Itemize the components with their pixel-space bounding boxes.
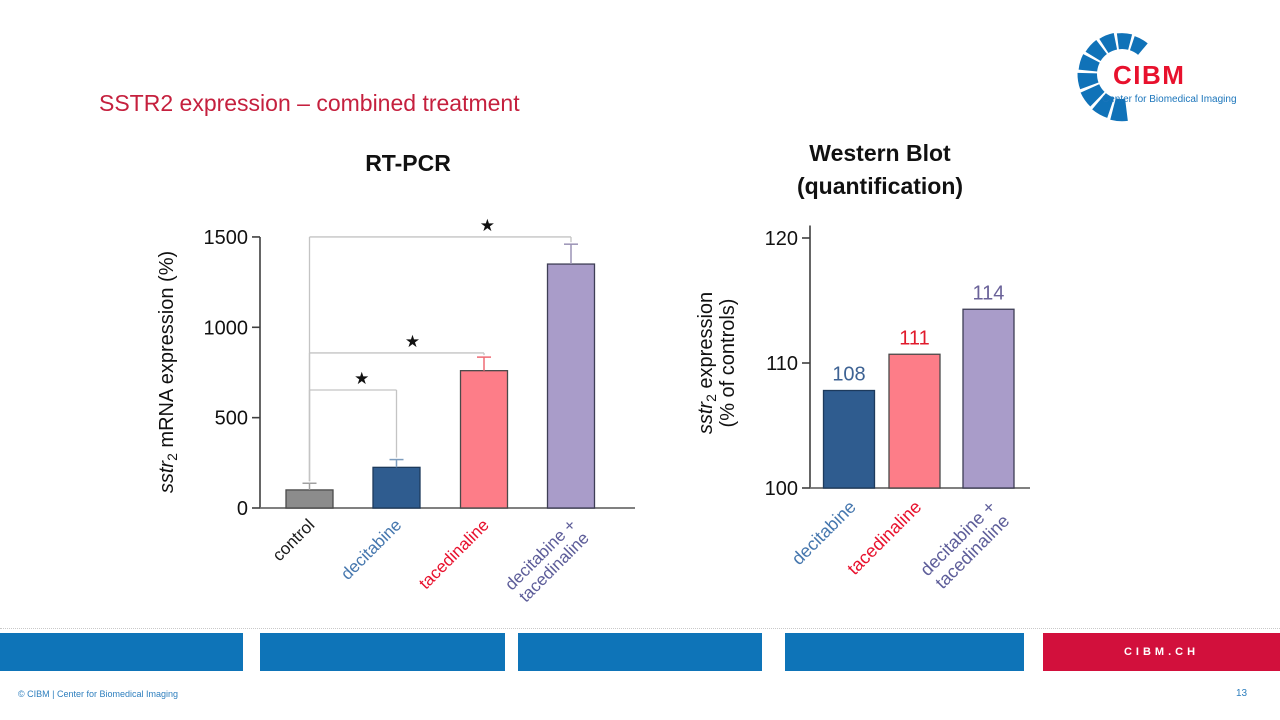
category-label: control <box>269 515 319 565</box>
cibm-logo-fan-icon <box>1077 33 1148 122</box>
footer-bar <box>518 633 762 671</box>
bar <box>459 370 509 509</box>
cibm-logo: CIBM Center for Biomedical Imaging <box>1077 33 1237 122</box>
y-tick-label: 110 <box>766 353 798 375</box>
logo-fan-segment <box>1078 54 1100 72</box>
y-axis-label: sstr2 expression <box>695 292 719 434</box>
logo-fan-segment <box>1116 33 1133 50</box>
footer-bar <box>0 633 243 671</box>
y-tick-label: 1000 <box>204 317 249 339</box>
y-tick-label: 100 <box>765 478 798 500</box>
category-label: tacedinaline <box>415 515 493 593</box>
bar <box>546 263 596 509</box>
rtpcr-chart-title: RT-PCR <box>365 150 451 176</box>
footer-bar <box>785 633 1024 671</box>
y-tick-label: 0 <box>237 498 248 520</box>
cibm-ch-label: CIBM.CH <box>1123 646 1200 658</box>
significance-star: ★ <box>354 369 369 388</box>
bar-value-label: 114 <box>973 282 1005 304</box>
significance-bracket: ★ <box>308 369 398 482</box>
footer-bar <box>260 633 505 671</box>
rtpcr-bar-chart: 0 500 1000 1500 sstr2 mRNA expression (%) ★ ★ ★… <box>156 216 635 606</box>
category-label: decitabine <box>337 515 405 583</box>
western-blot-title-line1: Western Blot <box>809 140 951 166</box>
logo-fan-segment <box>1085 39 1107 61</box>
footer-copyright: © CIBM | Center for Biomedical Imaging <box>18 689 179 699</box>
significance-star: ★ <box>480 216 495 235</box>
logo-fan-segment <box>1080 84 1105 107</box>
western-blot-bar-chart: 100 110 120 sstr2 expression (% of controls)… <box>695 225 1030 593</box>
significance-star: ★ <box>405 332 420 351</box>
western-blot-title-line2: (quantification) <box>796 172 964 199</box>
cibm-logo-text: CIBM <box>1113 60 1185 90</box>
y-axis-label: sstr2 mRNA expression (%) <box>156 251 180 493</box>
bar-value-label: 108 <box>832 364 865 386</box>
y-tick-label: 1500 <box>204 227 249 249</box>
significance-bracket: ★ <box>308 216 572 482</box>
bar <box>888 353 941 489</box>
logo-fan-segment <box>1099 33 1118 54</box>
bar <box>822 389 876 489</box>
y-tick-label: 500 <box>215 408 248 430</box>
y-tick-label: 120 <box>765 228 798 250</box>
logo-fan-segment <box>1077 72 1099 90</box>
bar-value-label: 111 <box>899 327 929 349</box>
cibm-logo-tagline: Center for Biomedical Imaging <box>1102 94 1237 105</box>
logo-fan-segment <box>1110 98 1128 122</box>
bar <box>962 308 1015 489</box>
y-axis-label: (% of controls) <box>717 299 739 428</box>
footer-divider <box>0 628 1280 629</box>
bar <box>285 489 334 509</box>
bar <box>372 466 421 509</box>
logo-fan-segment <box>1129 36 1148 55</box>
page-number: 13 <box>1236 688 1248 699</box>
footer-cibm-ch-bar: CIBM.CH <box>1043 633 1280 671</box>
logo-fan-segment <box>1092 93 1115 118</box>
slide-title: SSTR2 expression – combined treatment <box>99 90 520 116</box>
western-blot-chart-title: Western Blot (quantification) <box>730 137 1030 202</box>
